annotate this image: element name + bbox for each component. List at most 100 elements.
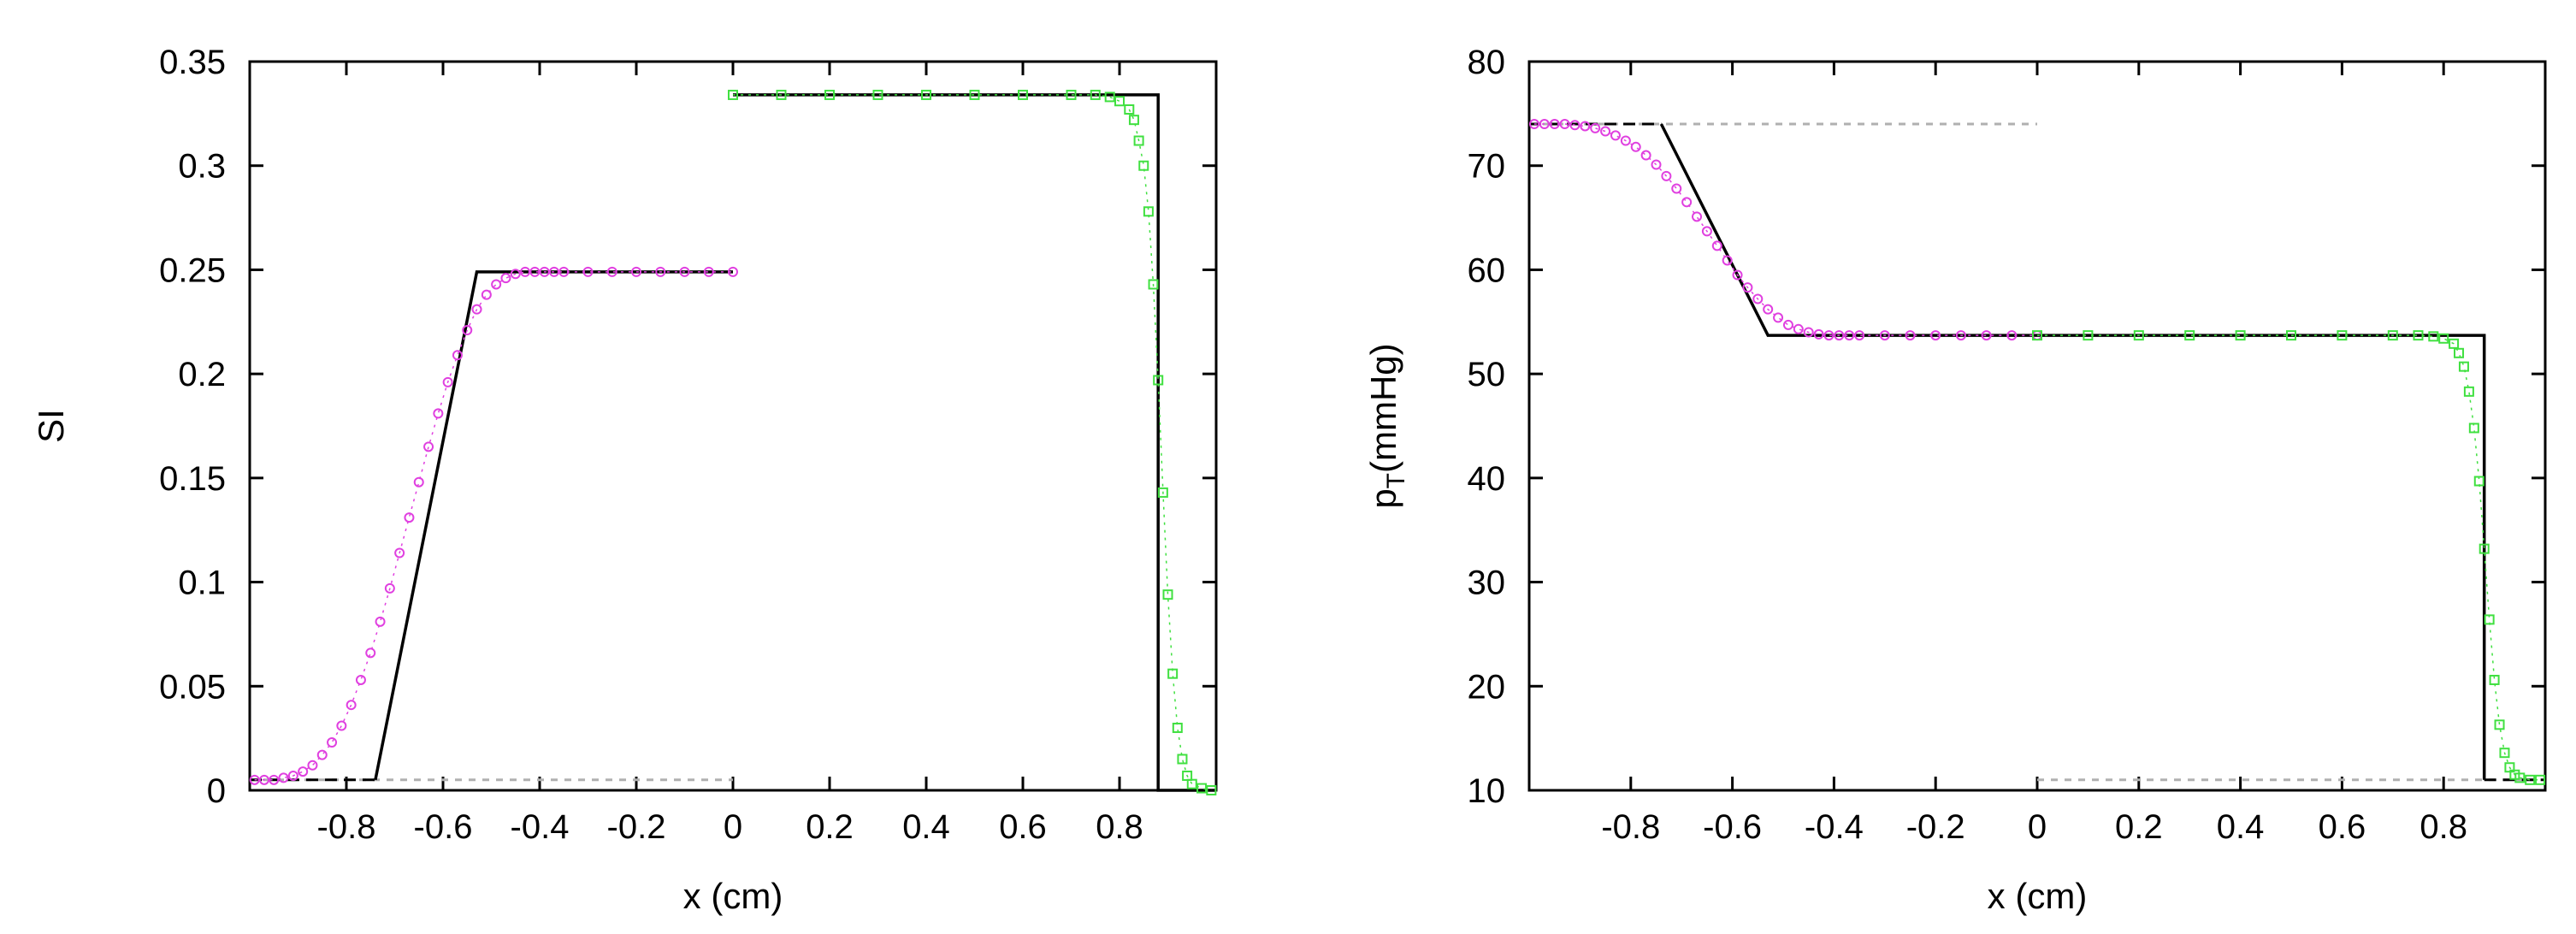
right-x-tick-label: -0.4 bbox=[1805, 808, 1864, 846]
left-magenta-point bbox=[481, 289, 492, 300]
right-magenta-point bbox=[1539, 119, 1550, 130]
right-magenta-point bbox=[1681, 197, 1693, 208]
left-magenta-point bbox=[631, 266, 641, 277]
left-magenta-point bbox=[679, 266, 690, 277]
right-green-point bbox=[2428, 331, 2439, 342]
left-x-tick-label: 0.6 bbox=[999, 808, 1047, 846]
left-green-point bbox=[1124, 103, 1135, 115]
left-x-tick-label: -0.6 bbox=[414, 808, 473, 846]
right-magenta-point bbox=[1732, 269, 1743, 281]
right-green-point bbox=[2514, 772, 2526, 783]
right-ticks: -0.8 -0.6 -0.4 -0.2 0 0.2 0.4 0.6 0.8 10 20 30 40 50 6… bbox=[1468, 44, 2545, 846]
left-series bbox=[249, 89, 1217, 795]
left-magenta-point bbox=[375, 616, 386, 627]
left-magenta-point bbox=[287, 770, 298, 781]
right-green-point bbox=[2458, 361, 2469, 372]
left-magenta-point bbox=[249, 774, 260, 785]
right-magenta-point bbox=[1600, 126, 1611, 137]
left-green-point bbox=[1172, 722, 1183, 733]
left-green-point bbox=[1148, 279, 1159, 290]
right-magenta-point bbox=[1528, 119, 1539, 130]
left-series-magenta-dotted bbox=[254, 271, 733, 781]
right-x-tick-label: 0.6 bbox=[2319, 808, 2366, 846]
right-magenta-point bbox=[1955, 330, 1966, 341]
left-green-point bbox=[1162, 589, 1173, 600]
left-magenta-point bbox=[529, 266, 541, 277]
left-green-point bbox=[1206, 785, 1217, 795]
left-magenta-point bbox=[404, 512, 415, 523]
left-green-point bbox=[1157, 487, 1168, 498]
left-green-point bbox=[1143, 206, 1154, 217]
left-series-exact-solution bbox=[374, 270, 733, 781]
left-magenta-point bbox=[355, 674, 366, 685]
right-y-label-sub: T bbox=[1382, 473, 1410, 488]
right-magenta-point bbox=[1844, 330, 1855, 341]
right-magenta-point bbox=[1692, 211, 1703, 222]
left-magenta-point bbox=[346, 700, 357, 711]
left-magenta-point bbox=[462, 325, 473, 336]
right-magenta-point bbox=[1651, 159, 1662, 170]
left-series-exact-solution bbox=[733, 93, 1216, 792]
left-series-green-dotted bbox=[733, 94, 1212, 791]
left-green-point bbox=[921, 89, 931, 100]
right-magenta-point bbox=[1879, 330, 1890, 341]
left-green-point bbox=[1186, 778, 1197, 789]
left-magenta-point bbox=[433, 408, 444, 419]
left-ticks: -0.8 -0.6 -0.4 -0.2 0 0.2 0.4 0.6 0.8 0 0.05 0.1 0.1… bbox=[159, 44, 1216, 846]
left-y-tick-label: 0.2 bbox=[178, 356, 226, 393]
right-magenta-point bbox=[1610, 130, 1621, 141]
left-magenta-point bbox=[278, 772, 289, 783]
left-x-tick-label: -0.2 bbox=[607, 808, 666, 846]
right-green-point bbox=[2479, 543, 2490, 554]
right-series-green-dotted bbox=[2037, 334, 2541, 781]
left-x-tick-label: 0.4 bbox=[902, 808, 950, 846]
right-y-tick-label: 50 bbox=[1468, 356, 1506, 393]
left-green-point bbox=[824, 89, 835, 100]
right-magenta-point bbox=[1640, 150, 1651, 161]
right-green-point bbox=[2525, 774, 2536, 785]
right-chart: -0.8 -0.6 -0.4 -0.2 0 0.2 0.4 0.6 0.8 10 20 30 40 50 6… bbox=[1363, 44, 2547, 916]
left-magenta-point bbox=[258, 774, 269, 785]
left-magenta-point bbox=[728, 266, 738, 277]
right-magenta-point bbox=[1905, 330, 1916, 341]
right-magenta-point bbox=[1630, 141, 1641, 152]
right-magenta-point bbox=[1620, 135, 1631, 146]
right-magenta-point bbox=[1549, 119, 1560, 130]
left-y-tick-label: 0.3 bbox=[178, 148, 226, 186]
right-y-tick-label: 80 bbox=[1468, 44, 1506, 81]
right-y-tick-label: 20 bbox=[1468, 668, 1506, 706]
left-magenta-point bbox=[336, 720, 347, 731]
right-x-tick-label: -0.8 bbox=[1601, 808, 1660, 846]
right-green-point bbox=[2337, 330, 2348, 341]
left-green-point bbox=[1177, 754, 1188, 765]
right-magenta-point bbox=[1773, 312, 1784, 323]
left-magenta-point bbox=[384, 582, 395, 594]
left-magenta-point bbox=[298, 766, 309, 777]
right-green-point bbox=[2184, 330, 2195, 341]
right-green-point bbox=[2286, 330, 2296, 341]
left-magenta-point bbox=[316, 749, 328, 760]
left-green-point bbox=[1104, 92, 1115, 103]
right-magenta-point bbox=[1782, 319, 1793, 330]
left-green-point bbox=[728, 89, 738, 100]
left-y-axis-label: SI bbox=[31, 409, 71, 443]
right-magenta-point bbox=[2006, 330, 2018, 341]
left-magenta-point bbox=[452, 350, 463, 361]
right-magenta-point bbox=[1823, 330, 1835, 341]
left-magenta-point bbox=[365, 647, 376, 659]
left-magenta-point bbox=[548, 266, 559, 277]
left-magenta-point bbox=[413, 476, 424, 488]
right-y-label-rest: (mmHg) bbox=[1363, 343, 1403, 473]
right-series bbox=[1528, 119, 2546, 785]
left-magenta-point bbox=[520, 266, 531, 277]
left-green-point bbox=[1018, 89, 1028, 100]
right-green-point bbox=[2438, 333, 2449, 344]
right-magenta-point bbox=[1671, 183, 1682, 194]
right-green-point bbox=[2083, 330, 2094, 341]
right-magenta-point bbox=[1981, 330, 1992, 341]
left-y-tick-label: 0.15 bbox=[159, 460, 226, 498]
left-y-tick-label: 0 bbox=[207, 772, 226, 810]
left-green-point bbox=[1114, 96, 1125, 107]
right-x-tick-label: 0 bbox=[2028, 808, 2047, 846]
